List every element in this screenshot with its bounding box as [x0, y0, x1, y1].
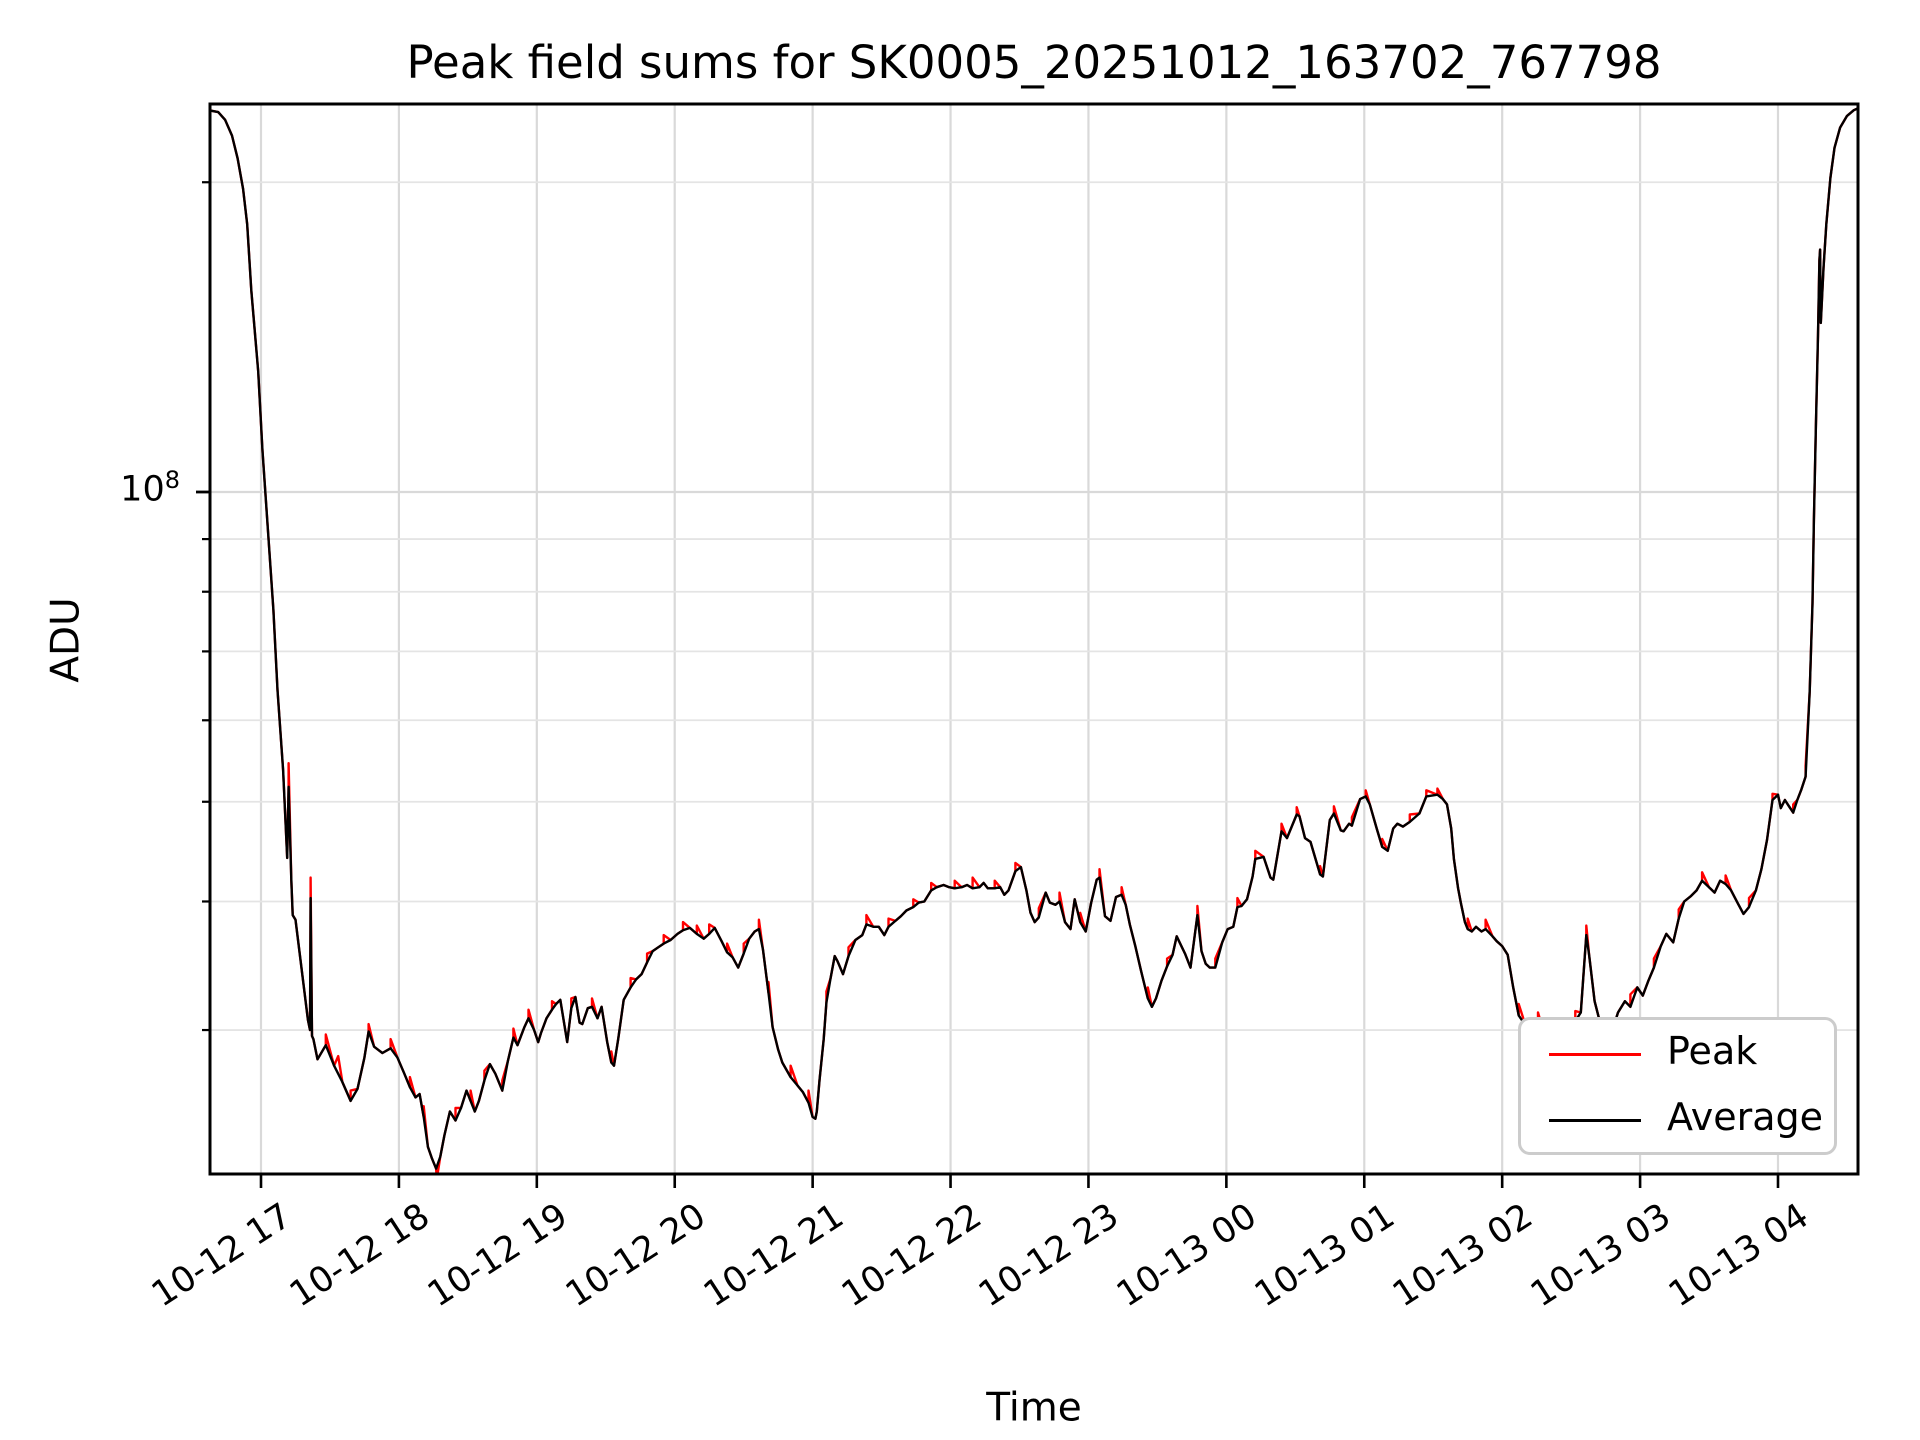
- legend-label-average: Average: [1667, 1095, 1824, 1140]
- legend-item-peak: Peak: [1521, 1020, 1834, 1086]
- chart-title: Peak field sums for SK0005_20251012_1637…: [406, 36, 1662, 89]
- y-tick-exponent: 8: [164, 466, 180, 494]
- y-axis-label: ADU: [43, 597, 89, 683]
- series-average-path: [210, 107, 1858, 1170]
- legend-label-peak: Peak: [1667, 1029, 1758, 1074]
- legend-item-average: Average: [1521, 1086, 1834, 1152]
- plot-border: [208, 102, 1860, 1176]
- x-axis-label: Time: [986, 1385, 1082, 1431]
- average-line-swatch: [1549, 1119, 1641, 1122]
- peak-line-swatch: [1549, 1053, 1641, 1056]
- y-major-tick-label: 108: [100, 466, 180, 510]
- legend: Peak Average: [1518, 1017, 1837, 1155]
- grid-layer: [210, 104, 1858, 1174]
- axes-layer: [196, 102, 1860, 1188]
- y-tick-base: 10: [120, 469, 165, 510]
